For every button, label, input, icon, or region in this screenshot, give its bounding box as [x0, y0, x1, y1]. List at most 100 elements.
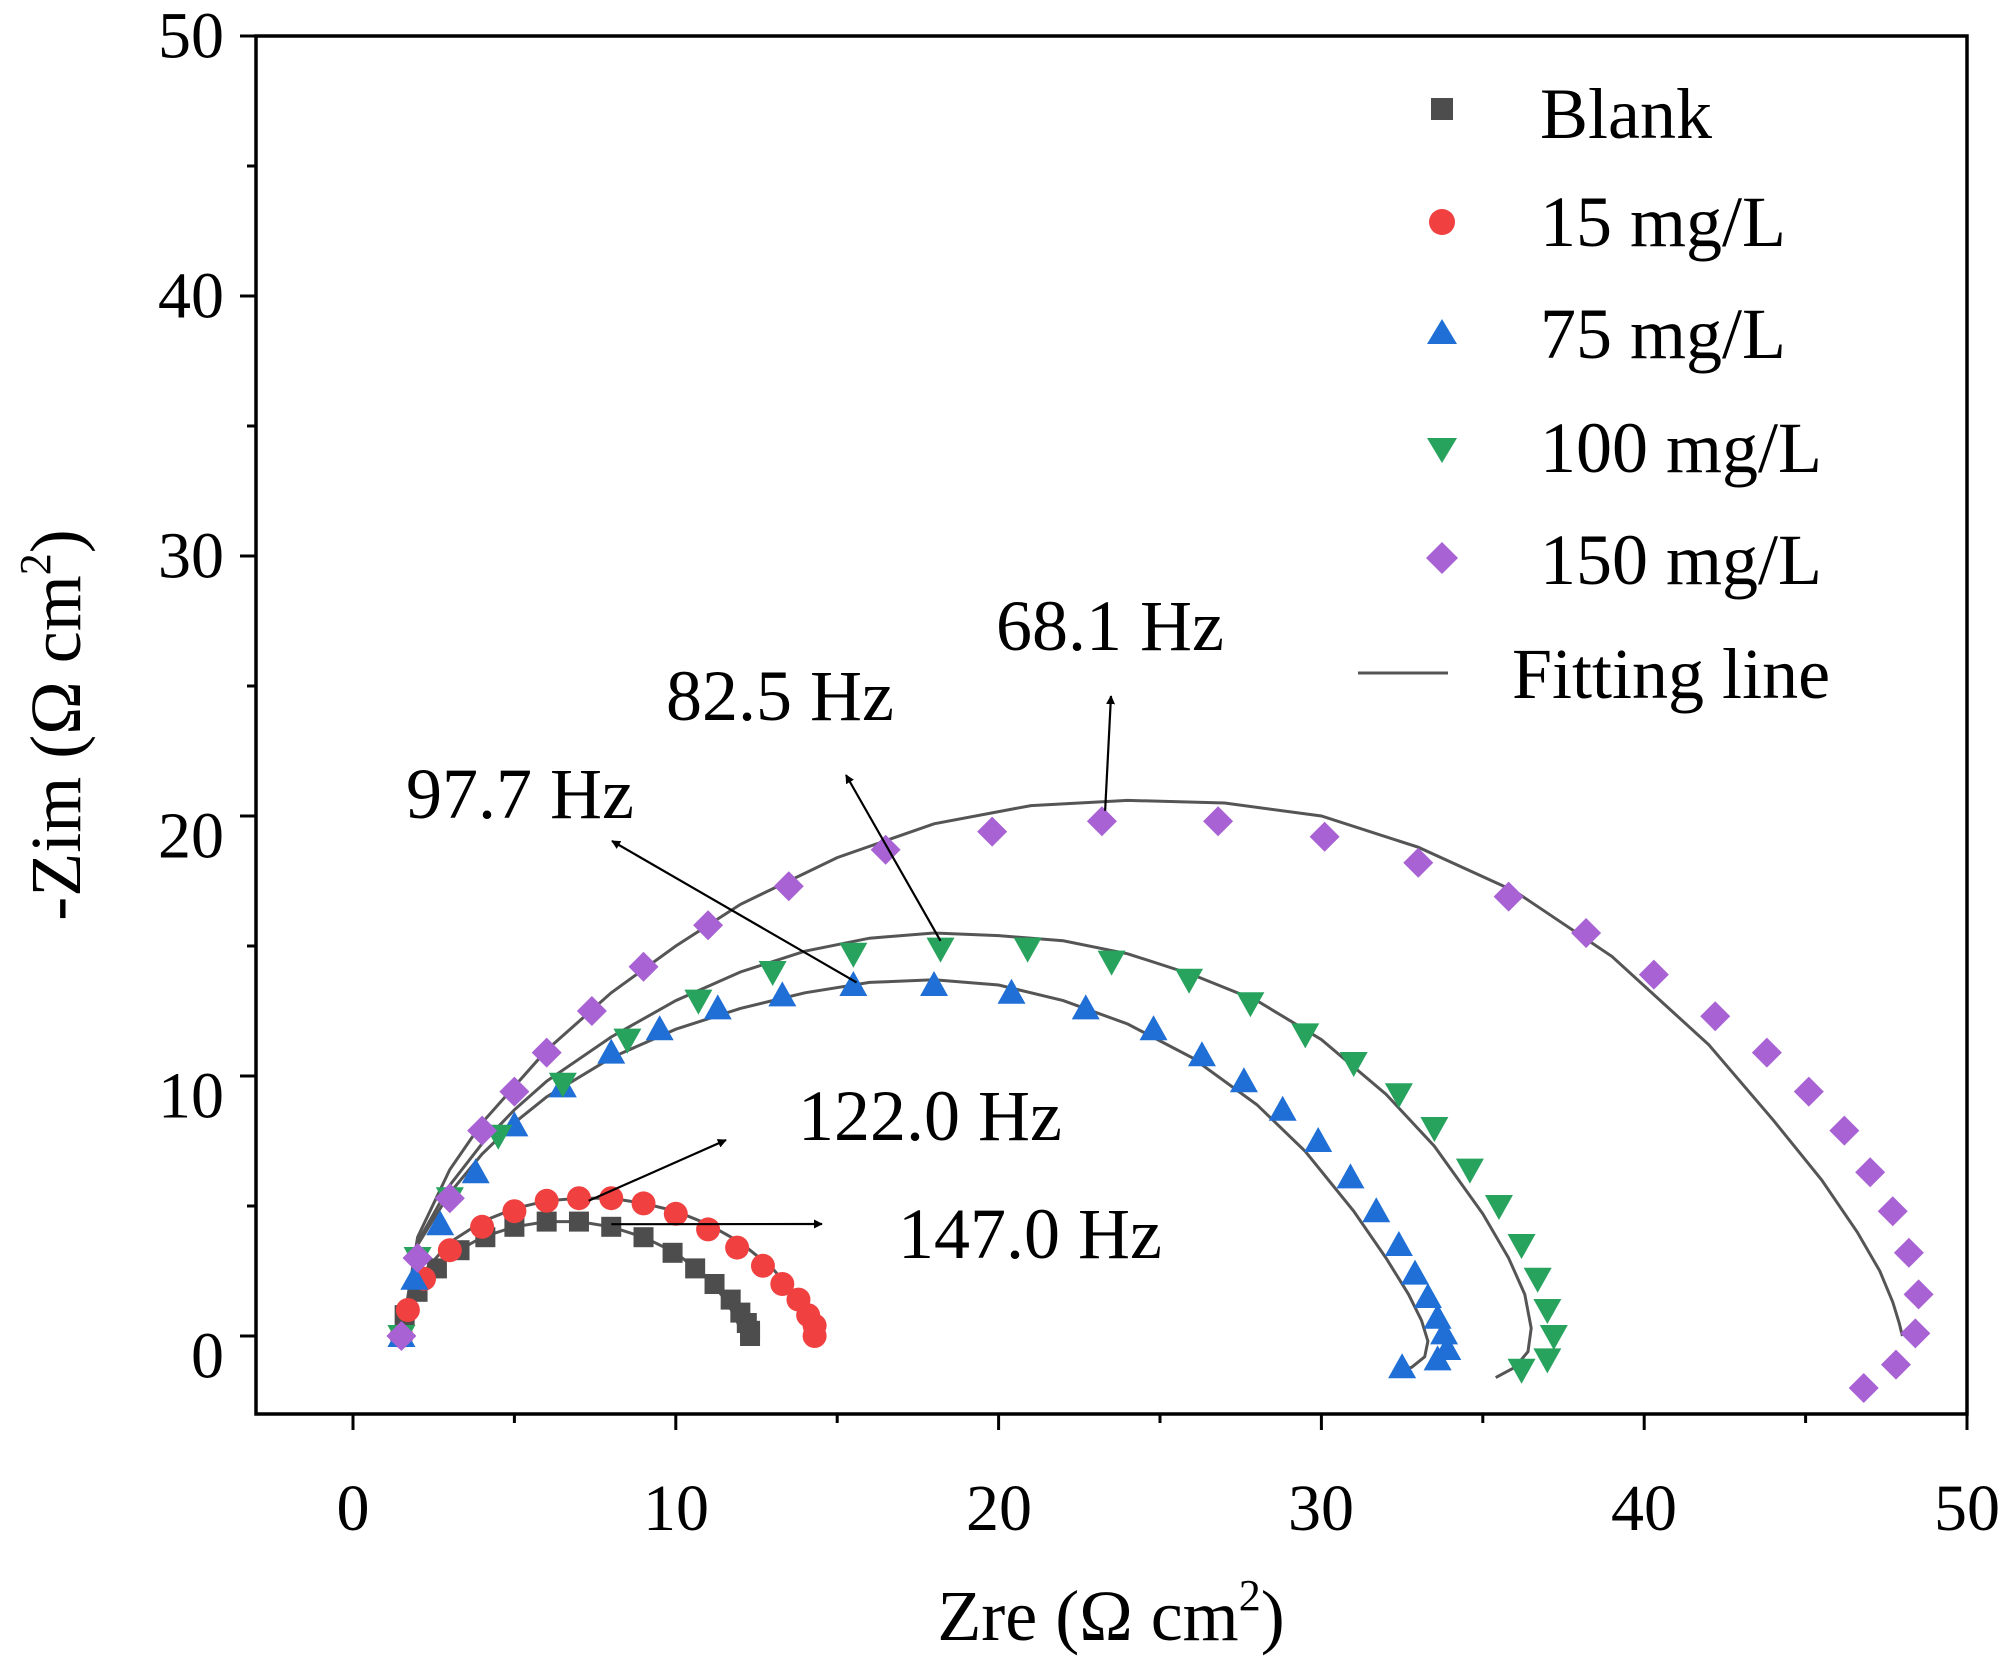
legend-marker-15 — [1429, 209, 1455, 235]
data-point — [1900, 1318, 1931, 1349]
data-point — [693, 910, 724, 941]
data-point — [499, 1076, 530, 1107]
data-point — [1175, 968, 1204, 994]
data-point — [395, 1298, 420, 1322]
legend-marker-blank — [1431, 98, 1453, 120]
data-point — [534, 1188, 559, 1213]
data-point — [1484, 1195, 1513, 1220]
data-point — [1013, 937, 1042, 963]
data-point — [613, 1028, 642, 1054]
legend-label-fit: Fitting line — [1512, 634, 1830, 714]
data-point — [1493, 881, 1524, 912]
data-point — [1430, 1319, 1459, 1345]
x-tick-labels: 0 10 20 30 40 50 — [337, 1472, 2001, 1545]
y-tick-label: 20 — [158, 800, 224, 873]
fitting-lines — [399, 798, 1904, 1379]
data-point — [597, 1038, 626, 1064]
data-point — [1507, 1234, 1536, 1259]
data-point — [502, 1199, 527, 1224]
data-point — [663, 1201, 688, 1226]
data-point — [1229, 1067, 1258, 1093]
data-point — [773, 871, 804, 902]
data-point — [1071, 994, 1100, 1020]
plot-frame — [254, 34, 1969, 1416]
legend-label-15: 15 mg/L — [1540, 182, 1786, 262]
series-150-mg-l — [386, 806, 1934, 1403]
data-point — [926, 937, 955, 963]
x-tick-label: 40 — [1611, 1472, 1677, 1545]
data-point — [599, 1186, 624, 1211]
data-point — [802, 1324, 827, 1348]
x-tick-label: 30 — [1288, 1472, 1354, 1545]
y-axis-title: -Zim (Ω cm2) — [11, 529, 96, 920]
data-point — [1403, 847, 1434, 878]
data-point — [1362, 1197, 1391, 1223]
data-point — [437, 1238, 462, 1263]
axis-ticks — [240, 34, 1969, 1430]
legend-label-blank: Blank — [1540, 74, 1712, 154]
data-point — [662, 1242, 683, 1263]
data-point — [1236, 992, 1265, 1018]
data-point — [426, 1210, 455, 1236]
data-point — [839, 971, 868, 996]
data-point — [548, 1072, 577, 1098]
legend-marker-100 — [1427, 438, 1457, 463]
annotation-arrow — [1104, 695, 1116, 811]
data-point — [1139, 1015, 1168, 1041]
data-point — [631, 1191, 656, 1216]
data-point — [601, 1216, 622, 1237]
data-point — [1086, 806, 1117, 837]
data-point — [1304, 1127, 1333, 1152]
data-point — [725, 1235, 750, 1260]
data-point — [1423, 1345, 1452, 1371]
data-point — [696, 1217, 721, 1242]
data-point — [568, 1211, 589, 1232]
data-point — [1384, 1083, 1413, 1109]
data-point — [1268, 1095, 1297, 1121]
annotation-label: 122.0 Hz — [798, 1076, 1062, 1156]
data-point — [770, 1272, 795, 1296]
data-point — [1848, 1373, 1879, 1403]
data-point — [1893, 1237, 1924, 1268]
data-point — [566, 1186, 591, 1211]
data-point — [536, 1211, 557, 1232]
x-tick-label: 50 — [1934, 1472, 2000, 1545]
legend-marker-75 — [1427, 319, 1457, 344]
annotation-label: 82.5 Hz — [666, 656, 894, 736]
data-point — [1523, 1267, 1552, 1293]
legend-label-75: 75 mg/L — [1540, 294, 1786, 374]
series-15-mg-l — [389, 1186, 827, 1348]
annotation-label: 97.7 Hz — [406, 754, 634, 834]
data-point — [920, 971, 949, 996]
data-point — [645, 1015, 674, 1041]
legend-label-100: 100 mg/L — [1540, 408, 1822, 488]
data-point — [1533, 1348, 1562, 1374]
y-tick-labels: 0 10 20 30 40 50 — [158, 0, 224, 1393]
data-point — [839, 942, 868, 968]
data-point — [768, 981, 797, 1007]
y-tick-label: 10 — [158, 1060, 224, 1133]
y-tick-label: 0 — [191, 1320, 224, 1393]
data-point — [1413, 1283, 1442, 1308]
data-point — [1638, 959, 1669, 990]
data-point — [1751, 1037, 1782, 1068]
x-axis-title: Zre (Ω cm2) — [937, 1571, 1284, 1656]
data-point — [1880, 1349, 1911, 1380]
data-point — [704, 1274, 725, 1294]
data-point — [1384, 1231, 1413, 1256]
data-point — [1187, 1041, 1216, 1067]
data-point — [1539, 1325, 1568, 1350]
series-100-mg-l — [387, 937, 1568, 1384]
data-point — [1829, 1115, 1860, 1146]
data-point — [703, 994, 732, 1020]
y-tick-label: 30 — [158, 520, 224, 593]
data-point — [1877, 1196, 1908, 1227]
data-point — [461, 1158, 490, 1184]
data-point — [628, 951, 659, 982]
data-point — [1097, 950, 1126, 976]
data-point — [1420, 1117, 1449, 1142]
annotation-arrow — [611, 840, 858, 984]
data-point — [386, 1321, 417, 1351]
data-point — [758, 961, 787, 986]
